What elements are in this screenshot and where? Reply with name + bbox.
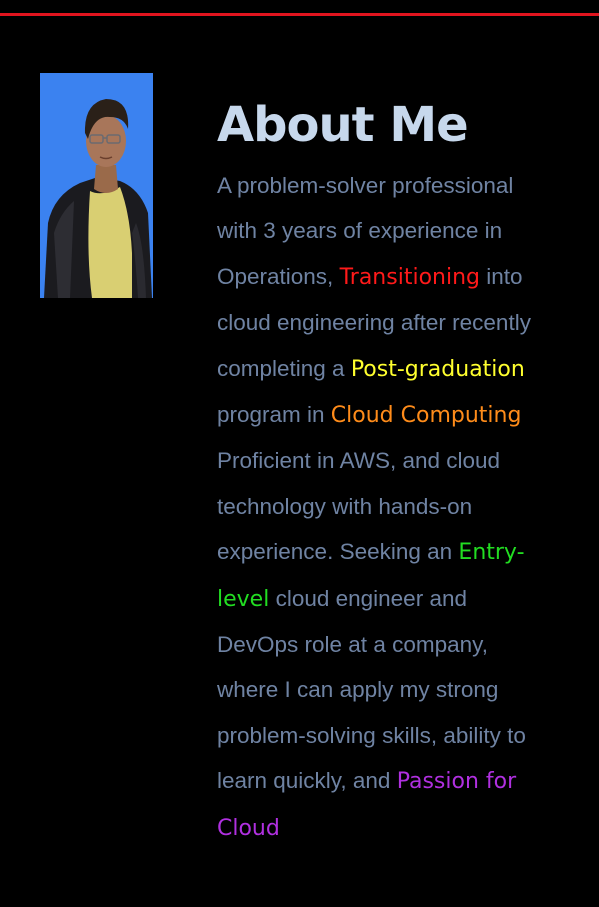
about-title: About Me	[217, 97, 469, 153]
top-accent-rule	[0, 13, 599, 16]
highlight-post-graduation: Post-graduation	[350, 356, 525, 382]
about-text-cloud-engineering: into cloud engineering after recently co…	[217, 263, 531, 381]
about-text-intro: A problem-solver professional with 3 yea…	[217, 173, 514, 289]
about-text-role: cloud engineer and DevOps role at a comp…	[217, 585, 526, 794]
about-paragraph: A problem-solver professional with 3 yea…	[217, 163, 537, 851]
about-section: About Me A problem-solver professional w…	[217, 92, 557, 851]
person-portrait-icon	[40, 73, 153, 298]
highlight-passion-for-cloud: Passion for Cloud	[217, 769, 517, 841]
profile-photo	[40, 73, 153, 298]
about-text-program: program in	[217, 402, 331, 428]
about-text-proficient: Proficient in AWS, and cloud technology …	[217, 448, 501, 565]
highlight-cloud-computing: Cloud Computing	[330, 403, 522, 429]
highlight-entry-level: Entry-level	[217, 540, 525, 612]
highlight-transitioning: Transitioning	[339, 264, 480, 290]
